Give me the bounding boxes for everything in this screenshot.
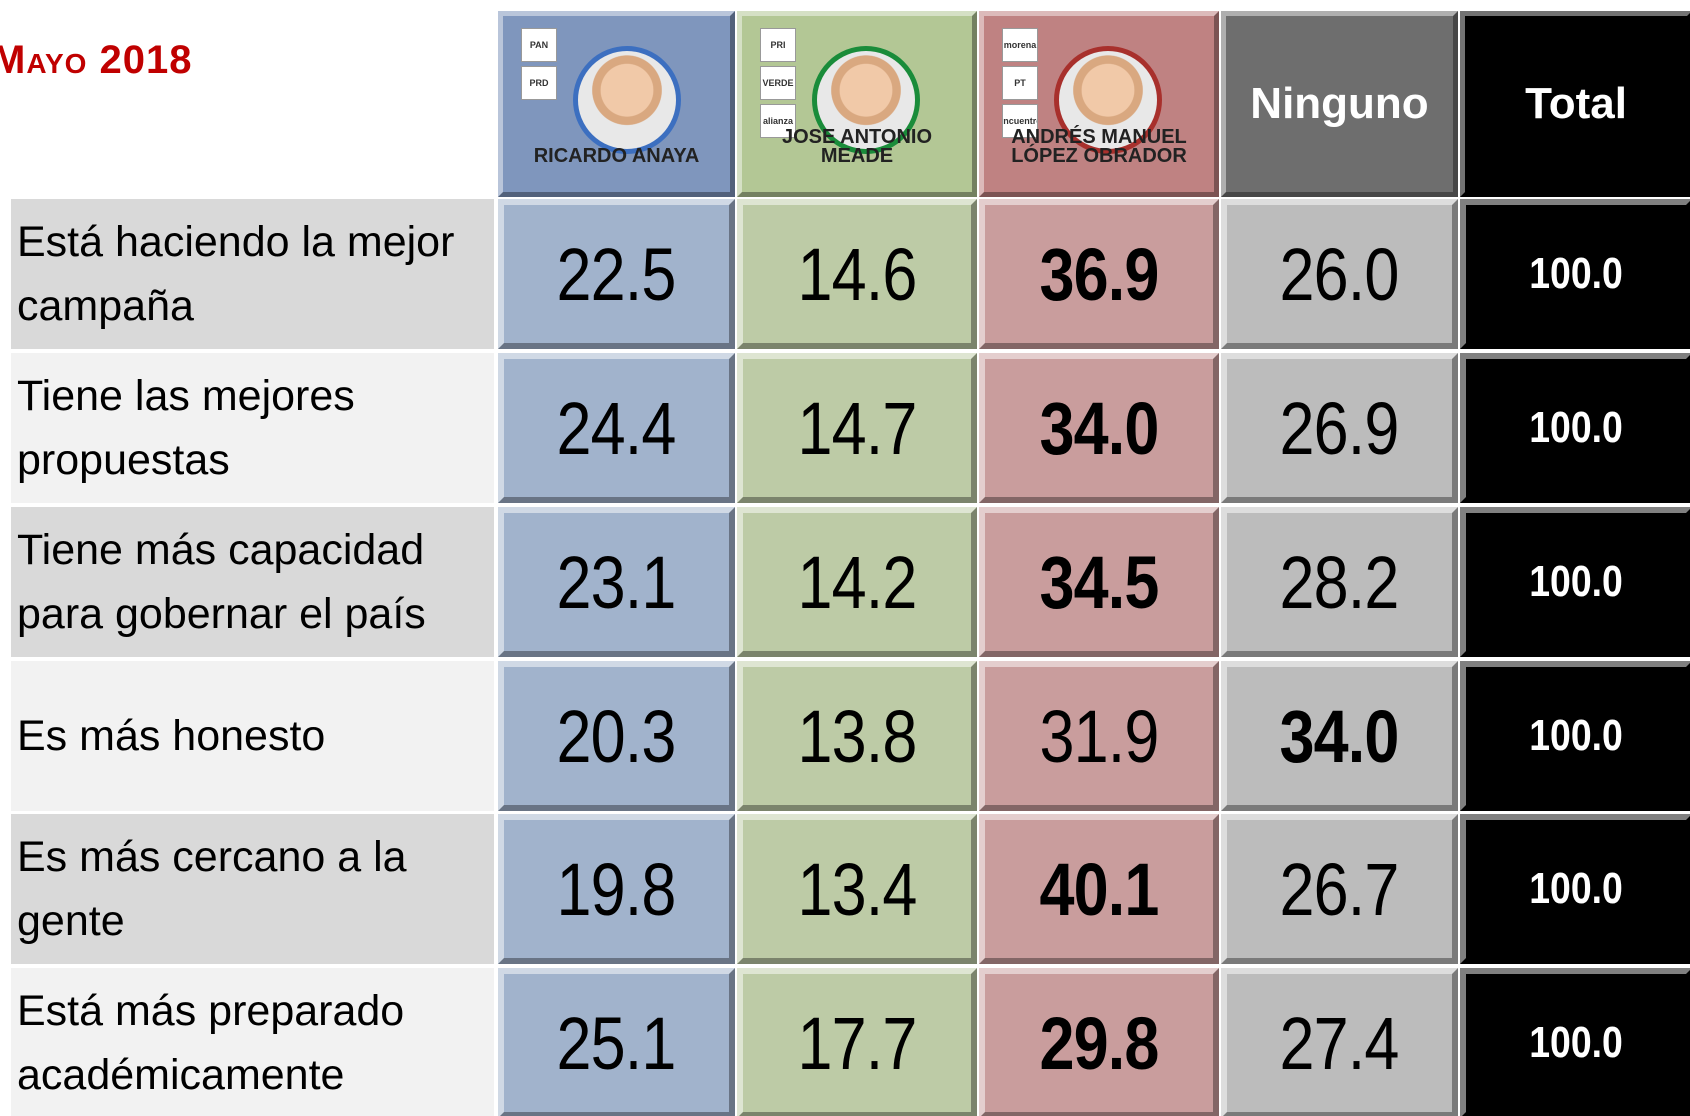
column-header: PRI VERDE alianza JOSE ANTONIO MEADE bbox=[737, 11, 977, 197]
value: 13.8 bbox=[797, 694, 917, 778]
party-logo: alianza bbox=[760, 104, 796, 138]
row-label-cell: Está haciendo la mejor campaña bbox=[11, 199, 494, 349]
column-header-label: Total bbox=[1525, 79, 1627, 128]
value-cell: 40.1 bbox=[979, 814, 1219, 964]
value-cell: 100.0 bbox=[1460, 814, 1690, 964]
value-cell: 24.4 bbox=[498, 353, 735, 503]
value-cell: 34.5 bbox=[979, 507, 1219, 657]
value: 26.9 bbox=[1279, 386, 1400, 470]
column-header: Total bbox=[1460, 11, 1690, 197]
value-cell: 17.7 bbox=[737, 968, 977, 1116]
value-cell: 29.8 bbox=[979, 968, 1219, 1116]
value: 100.0 bbox=[1529, 864, 1623, 913]
candidate-photo bbox=[812, 46, 920, 154]
value: 17.7 bbox=[797, 1001, 917, 1085]
row-label: Es más cercano a la gente bbox=[17, 833, 407, 945]
value-cell: 36.9 bbox=[979, 199, 1219, 349]
value: 100.0 bbox=[1529, 557, 1623, 606]
value-cell: 34.0 bbox=[979, 353, 1219, 503]
value-cell: 31.9 bbox=[979, 661, 1219, 811]
candidate-name: JOSE ANTONIO MEADE bbox=[781, 126, 933, 167]
value: 14.6 bbox=[797, 232, 917, 316]
value-cell: 100.0 bbox=[1460, 199, 1690, 349]
value: 100.0 bbox=[1529, 1018, 1623, 1067]
title: Mayo 2018 bbox=[0, 38, 193, 82]
value: 100.0 bbox=[1529, 711, 1623, 760]
value: 29.8 bbox=[1039, 1001, 1159, 1085]
row-label: Tiene más capacidad para gobernar el paí… bbox=[17, 526, 426, 638]
value-cell: 19.8 bbox=[498, 814, 735, 964]
value-cell: 14.7 bbox=[737, 353, 977, 503]
column-header-text: Ninguno bbox=[1226, 16, 1453, 192]
value-cell: 26.9 bbox=[1221, 353, 1458, 503]
value: 26.0 bbox=[1279, 232, 1400, 316]
value: 36.9 bbox=[1039, 232, 1159, 316]
value: 28.2 bbox=[1279, 540, 1400, 624]
value: 34.5 bbox=[1039, 540, 1159, 624]
column-header-text: Total bbox=[1465, 16, 1687, 192]
value: 25.1 bbox=[556, 1001, 677, 1085]
value: 22.5 bbox=[556, 232, 677, 316]
value-cell: 28.2 bbox=[1221, 507, 1458, 657]
column-header-label: Ninguno bbox=[1250, 79, 1429, 128]
value-cell: 27.4 bbox=[1221, 968, 1458, 1116]
row-label-cell: Tiene más capacidad para gobernar el paí… bbox=[11, 507, 494, 657]
value-cell: 14.2 bbox=[737, 507, 977, 657]
value: 14.7 bbox=[797, 386, 917, 470]
party-logo: PAN bbox=[521, 28, 557, 62]
value: 34.0 bbox=[1039, 386, 1159, 470]
value-cell: 100.0 bbox=[1460, 661, 1690, 811]
value-cell: 34.0 bbox=[1221, 661, 1458, 811]
row-label-cell: Está más preparado académicamente bbox=[11, 968, 494, 1116]
value: 24.4 bbox=[556, 386, 677, 470]
value-cell: 100.0 bbox=[1460, 507, 1690, 657]
row-label: Está haciendo la mejor campaña bbox=[17, 218, 455, 330]
value-cell: 14.6 bbox=[737, 199, 977, 349]
candidate-photo bbox=[573, 46, 681, 154]
party-logo: PT bbox=[1002, 66, 1038, 100]
column-header: morena PT encuentroANDRÉS MANUEL LÓPEZ OBR… bbox=[979, 11, 1219, 197]
value-cell: 26.0 bbox=[1221, 199, 1458, 349]
value-cell: 100.0 bbox=[1460, 968, 1690, 1116]
candidate-name: RICARDO ANAYA bbox=[533, 145, 700, 167]
party-logo: VERDE bbox=[760, 66, 796, 100]
value-cell: 22.5 bbox=[498, 199, 735, 349]
candidate-name: ANDRÉS MANUEL LÓPEZ OBRADOR bbox=[1011, 126, 1187, 167]
row-label: Tiene las mejores propuestas bbox=[17, 372, 355, 484]
party-logo: PRI bbox=[760, 28, 796, 62]
value-cell: 13.4 bbox=[737, 814, 977, 964]
value: 26.7 bbox=[1279, 847, 1400, 931]
value: 20.3 bbox=[556, 694, 677, 778]
party-logo: morena bbox=[1002, 28, 1038, 62]
value: 23.1 bbox=[556, 540, 677, 624]
value-cell: 26.7 bbox=[1221, 814, 1458, 964]
column-header: Ninguno bbox=[1221, 11, 1458, 197]
party-logo: encuentro bbox=[1002, 104, 1038, 138]
row-label-cell: Tiene las mejores propuestas bbox=[11, 353, 494, 503]
value: 14.2 bbox=[797, 540, 917, 624]
row-label-cell: Es más honesto bbox=[11, 661, 494, 811]
value: 40.1 bbox=[1039, 847, 1159, 931]
value: 27.4 bbox=[1279, 1001, 1400, 1085]
value-cell: 100.0 bbox=[1460, 353, 1690, 503]
column-header: PAN PRD RICARDO ANAYA bbox=[498, 11, 735, 197]
value-cell: 20.3 bbox=[498, 661, 735, 811]
value-cell: 13.8 bbox=[737, 661, 977, 811]
row-label-cell: Es más cercano a la gente bbox=[11, 814, 494, 964]
value: 100.0 bbox=[1529, 403, 1623, 452]
party-logo: PRD bbox=[521, 66, 557, 100]
candidate-photo bbox=[1054, 46, 1162, 154]
value-cell: 25.1 bbox=[498, 968, 735, 1116]
value: 31.9 bbox=[1039, 694, 1159, 778]
value: 19.8 bbox=[556, 847, 677, 931]
value: 34.0 bbox=[1279, 694, 1400, 778]
row-label: Es más honesto bbox=[17, 712, 326, 760]
value: 13.4 bbox=[797, 847, 917, 931]
row-label: Está más preparado académicamente bbox=[17, 987, 405, 1099]
value-cell: 23.1 bbox=[498, 507, 735, 657]
value: 100.0 bbox=[1529, 249, 1623, 298]
